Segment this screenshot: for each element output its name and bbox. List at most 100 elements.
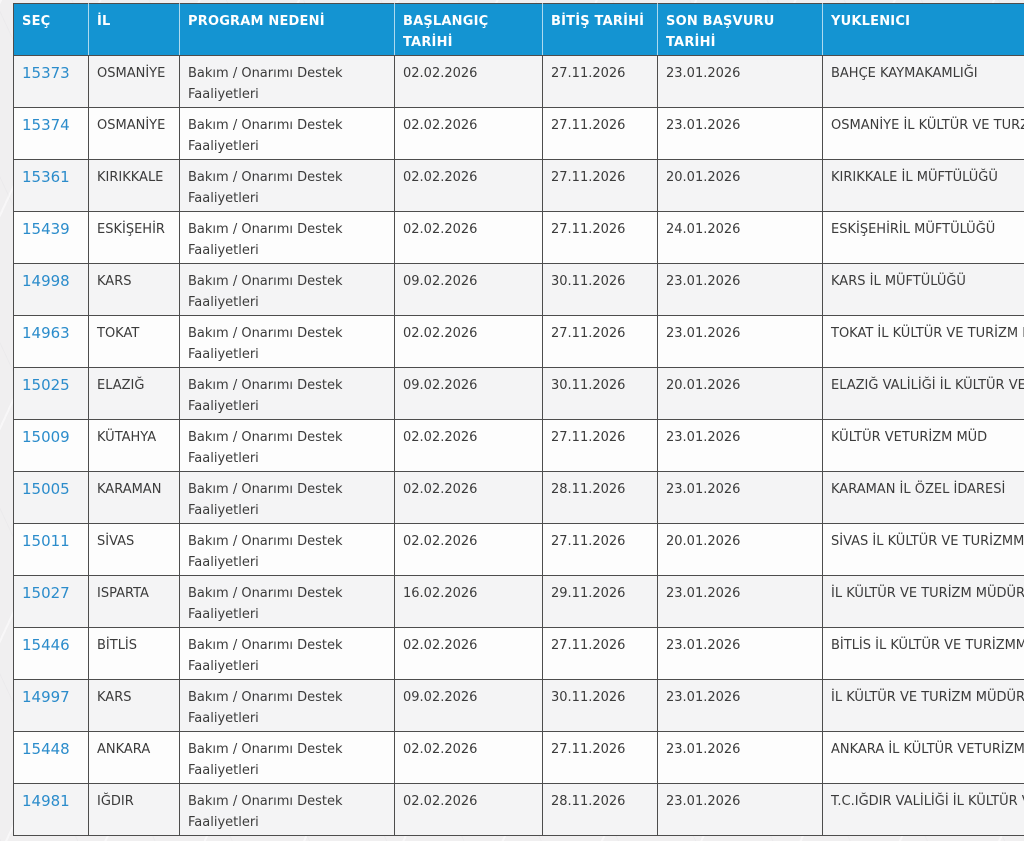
- program-cell: Bakım / Onarımı Destek Faaliyetleri: [179, 679, 395, 732]
- yuklenici-cell: ANKARA İL KÜLTÜR VETURİZM MÜDÜRLÜĞÜ: [822, 731, 1024, 784]
- bitis-cell: 30.11.2026: [542, 367, 658, 420]
- son_basvuru-cell: 23.01.2026: [657, 315, 823, 368]
- header-row: SEÇ İL PROGRAM NEDENİ BAŞLANGIÇ TARİHİ BİTİŞ…: [13, 3, 1024, 56]
- son_basvuru-cell: 23.01.2026: [657, 575, 823, 628]
- sec-cell: 14998: [13, 263, 89, 316]
- sec-link[interactable]: 15446: [22, 636, 70, 654]
- il-cell: KIRIKKALE: [88, 159, 180, 212]
- sec-link[interactable]: 14998: [22, 272, 70, 290]
- program-cell: Bakım / Onarımı Destek Faaliyetleri: [179, 315, 395, 368]
- bitis-cell: 27.11.2026: [542, 159, 658, 212]
- table-row: 14997 KARS Bakım / Onarımı Destek Faaliyet…: [13, 679, 1024, 732]
- sec-link[interactable]: 15027: [22, 584, 70, 602]
- baslangic-cell: 16.02.2026: [394, 575, 543, 628]
- son_basvuru-cell: 23.01.2026: [657, 107, 823, 160]
- program-cell: Bakım / Onarımı Destek Faaliyetleri: [179, 211, 395, 264]
- table-row: 15027 ISPARTA Bakım / Onarımı Destek Faali…: [13, 575, 1024, 628]
- sec-cell: 15027: [13, 575, 89, 628]
- son_basvuru-cell: 23.01.2026: [657, 679, 823, 732]
- program-cell: Bakım / Onarımı Destek Faaliyetleri: [179, 55, 395, 108]
- baslangic-cell: 09.02.2026: [394, 263, 543, 316]
- son_basvuru-cell: 23.01.2026: [657, 263, 823, 316]
- program-table-container: SEÇ İL PROGRAM NEDENİ BAŞLANGIÇ TARİHİ BİTİŞ…: [13, 3, 1024, 841]
- sec-link[interactable]: 15011: [22, 532, 70, 550]
- sec-link[interactable]: 14981: [22, 792, 70, 810]
- sec-cell: 14997: [13, 679, 89, 732]
- column-header-baslangic: BAŞLANGIÇ TARİHİ: [394, 3, 543, 56]
- baslangic-cell: 02.02.2026: [394, 55, 543, 108]
- son_basvuru-cell: 23.01.2026: [657, 731, 823, 784]
- sec-link[interactable]: 15025: [22, 376, 70, 394]
- table-row: 15439 ESKİŞEHİR Bakım / Onarımı Destek Faa…: [13, 211, 1024, 264]
- yuklenici-cell: T.C.IĞDIR VALİLİĞİ İL KÜLTÜR VE TURİZM M…: [822, 783, 1024, 836]
- il-cell: SİVAS: [88, 523, 180, 576]
- yuklenici-cell: ELAZIĞ VALİLİĞİ İL KÜLTÜR VE TURİZM MÜDÜ…: [822, 367, 1024, 420]
- il-cell: KARS: [88, 263, 180, 316]
- sec-link[interactable]: 15374: [22, 116, 70, 134]
- table-row: 14998 KARS Bakım / Onarımı Destek Faaliyet…: [13, 263, 1024, 316]
- table-row: 15025 ELAZIĞ Bakım / Onarımı Destek Faaliy…: [13, 367, 1024, 420]
- il-cell: OSMANİYE: [88, 107, 180, 160]
- table-row: 15373 OSMANİYE Bakım / Onarımı Destek Faal…: [13, 55, 1024, 108]
- sec-link[interactable]: 15005: [22, 480, 70, 498]
- yuklenici-cell: KÜLTÜR VETURİZM MÜD: [822, 419, 1024, 472]
- table-row: 15005 KARAMAN Bakım / Onarımı Destek Faali…: [13, 471, 1024, 524]
- yuklenici-cell: KARS İL MÜFTÜLÜĞÜ: [822, 263, 1024, 316]
- table-row: 15446 BİTLİS Bakım / Onarımı Destek Faaliy…: [13, 627, 1024, 680]
- yuklenici-cell: TOKAT İL KÜLTÜR VE TURİZM MÜDÜRLÜĞÜ: [822, 315, 1024, 368]
- il-cell: ANKARA: [88, 731, 180, 784]
- column-header-yuklenici: YUKLENICI: [822, 3, 1024, 56]
- baslangic-cell: 02.02.2026: [394, 523, 543, 576]
- sec-link[interactable]: 15009: [22, 428, 70, 446]
- yuklenici-cell: KIRIKKALE İL MÜFTÜLÜĞÜ: [822, 159, 1024, 212]
- bitis-cell: 27.11.2026: [542, 419, 658, 472]
- yuklenici-cell: ESKİŞEHİRİL MÜFTÜLÜĞÜ: [822, 211, 1024, 264]
- il-cell: ISPARTA: [88, 575, 180, 628]
- sec-cell: 15448: [13, 731, 89, 784]
- son_basvuru-cell: 24.01.2026: [657, 211, 823, 264]
- table-row: 15374 OSMANİYE Bakım / Onarımı Destek Faal…: [13, 107, 1024, 160]
- program-cell: Bakım / Onarımı Destek Faaliyetleri: [179, 627, 395, 680]
- yuklenici-cell: İL KÜLTÜR VE TURİZM MÜDÜRLÜĞÜ KARS: [822, 679, 1024, 732]
- baslangic-cell: 09.02.2026: [394, 679, 543, 732]
- il-cell: BİTLİS: [88, 627, 180, 680]
- sec-cell: 15005: [13, 471, 89, 524]
- sec-link[interactable]: 14997: [22, 688, 70, 706]
- il-cell: IĞDIR: [88, 783, 180, 836]
- bitis-cell: 28.11.2026: [542, 783, 658, 836]
- table-row: 14963 TOKAT Bakım / Onarımı Destek Faaliye…: [13, 315, 1024, 368]
- yuklenici-cell: SİVAS İL KÜLTÜR VE TURİZMMÜDÜRLÜĞÜ: [822, 523, 1024, 576]
- sec-link[interactable]: 15448: [22, 740, 70, 758]
- program-table: SEÇ İL PROGRAM NEDENİ BAŞLANGIÇ TARİHİ BİTİŞ…: [13, 3, 1024, 836]
- sec-link[interactable]: 15439: [22, 220, 70, 238]
- son_basvuru-cell: 20.01.2026: [657, 523, 823, 576]
- yuklenici-cell: BİTLİS İL KÜLTÜR VE TURİZMMÜDÜRLÜĞÜ: [822, 627, 1024, 680]
- bitis-cell: 27.11.2026: [542, 627, 658, 680]
- bitis-cell: 27.11.2026: [542, 107, 658, 160]
- sec-cell: 15011: [13, 523, 89, 576]
- sec-cell: 15374: [13, 107, 89, 160]
- baslangic-cell: 02.02.2026: [394, 315, 543, 368]
- column-header-il: İL: [88, 3, 180, 56]
- table-row: 15448 ANKARA Bakım / Onarımı Destek Faaliy…: [13, 731, 1024, 784]
- baslangic-cell: 02.02.2026: [394, 159, 543, 212]
- il-cell: ESKİŞEHİR: [88, 211, 180, 264]
- table-body: 15373 OSMANİYE Bakım / Onarımı Destek Faal…: [13, 55, 1024, 836]
- baslangic-cell: 02.02.2026: [394, 107, 543, 160]
- sec-cell: 15373: [13, 55, 89, 108]
- sec-cell: 15361: [13, 159, 89, 212]
- column-header-bitis: BİTİŞ TARİHİ: [542, 3, 658, 56]
- program-cell: Bakım / Onarımı Destek Faaliyetleri: [179, 471, 395, 524]
- program-cell: Bakım / Onarımı Destek Faaliyetleri: [179, 523, 395, 576]
- bitis-cell: 27.11.2026: [542, 523, 658, 576]
- sec-cell: 15439: [13, 211, 89, 264]
- il-cell: ELAZIĞ: [88, 367, 180, 420]
- program-cell: Bakım / Onarımı Destek Faaliyetleri: [179, 263, 395, 316]
- bitis-cell: 29.11.2026: [542, 575, 658, 628]
- son_basvuru-cell: 23.01.2026: [657, 419, 823, 472]
- baslangic-cell: 02.02.2026: [394, 627, 543, 680]
- sec-link[interactable]: 14963: [22, 324, 70, 342]
- sec-link[interactable]: 15361: [22, 168, 70, 186]
- yuklenici-cell: OSMANİYE İL KÜLTÜR VE TURZİM MÜDÜRLÜĞÜ: [822, 107, 1024, 160]
- sec-link[interactable]: 15373: [22, 64, 70, 82]
